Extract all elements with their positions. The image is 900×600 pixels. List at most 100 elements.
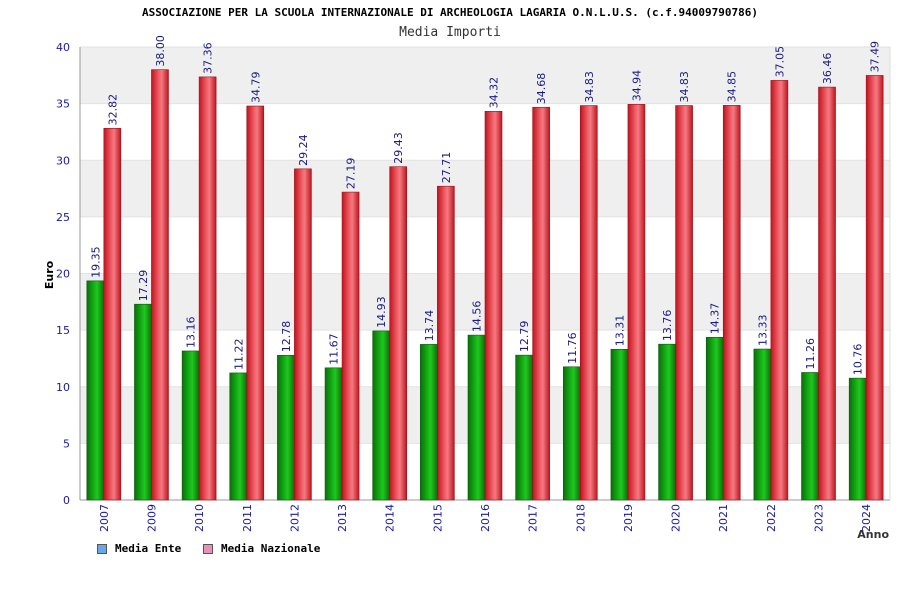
bar-media-ente: [324, 367, 343, 501]
bar-media-ente: [562, 366, 581, 501]
bar-media-ente: [277, 354, 295, 501]
x-tick-label: 2014: [384, 504, 397, 532]
y-tick-label: 0: [63, 494, 70, 507]
data-label: 32.82: [106, 94, 119, 126]
data-label: 34.83: [583, 71, 596, 103]
bar-media-ente: [658, 343, 676, 501]
data-label: 13.33: [756, 315, 769, 347]
bar-media-nazionale: [389, 166, 408, 501]
data-label: 29.43: [392, 132, 405, 164]
bar-media-ente: [86, 280, 105, 501]
bar-media-ente: [134, 303, 152, 501]
bar-media-nazionale: [198, 76, 217, 501]
data-label: 11.76: [566, 332, 579, 364]
bar-media-nazionale: [103, 128, 122, 501]
y-tick-label: 35: [56, 98, 70, 111]
legend-label-ente: Media Ente: [115, 542, 182, 555]
data-label: 13.76: [661, 310, 674, 342]
data-label: 34.79: [249, 72, 262, 104]
data-label: 17.29: [137, 270, 150, 302]
data-label: 34.68: [535, 73, 548, 105]
bar-media-nazionale: [532, 106, 550, 501]
x-tick-label: 2024: [860, 504, 873, 532]
x-tick-label: 2015: [431, 504, 444, 532]
data-label: 11.67: [328, 333, 341, 365]
bar-media-ente: [420, 344, 438, 501]
chart-subtitle: Media Importi: [399, 25, 501, 40]
x-tick-label: 2017: [527, 504, 540, 532]
x-tick-label: 2007: [98, 504, 111, 532]
bar-media-nazionale: [341, 191, 360, 501]
bar-media-ente: [705, 336, 724, 501]
data-label: 37.36: [202, 42, 215, 74]
data-label: 34.85: [726, 71, 739, 103]
x-tick-label: 2016: [479, 504, 492, 532]
legend-item-ente: Media Ente: [97, 542, 181, 555]
x-tick-label: 2023: [813, 504, 826, 532]
bar-media-nazionale: [627, 104, 646, 501]
bar-media-nazionale: [818, 86, 836, 501]
y-tick-label: 25: [56, 211, 70, 224]
y-tick-label: 5: [63, 437, 70, 450]
x-tick-label: 2012: [288, 504, 301, 532]
x-tick-label: 2020: [670, 504, 683, 532]
bar-media-nazionale: [246, 105, 265, 501]
data-label: 38.00: [154, 35, 167, 67]
data-label: 34.94: [630, 70, 643, 102]
data-label: 29.24: [297, 134, 310, 166]
x-tick-label: 2013: [336, 504, 349, 532]
y-axis-label: Euro: [43, 260, 56, 289]
bar-media-ente: [181, 350, 200, 501]
y-tick-label: 15: [56, 324, 70, 337]
bar-media-ente: [515, 354, 533, 501]
bar-media-ente: [848, 377, 867, 501]
data-label: 27.71: [440, 152, 453, 184]
data-labels: 19.35 32.82 17.29 38.00 13.16 37.36 11.22 34.79…: [89, 35, 881, 375]
y-tick-label: 40: [56, 41, 70, 54]
bar-media-ente: [801, 372, 819, 501]
data-label: 12.78: [280, 321, 293, 353]
bar-media-nazionale: [484, 111, 503, 501]
chart-title: ASSOCIAZIONE PER LA SCUOLA INTERNAZIONAL…: [142, 6, 758, 19]
data-label: 11.22: [232, 338, 245, 370]
bar-media-nazionale: [151, 69, 169, 501]
legend-item-nazionale: Media Nazionale: [203, 542, 320, 555]
bar-media-ente: [372, 330, 391, 501]
bar-media-nazionale: [770, 80, 789, 501]
bar-media-nazionale: [722, 105, 741, 501]
data-label: 27.19: [345, 158, 358, 190]
x-tick-label: 2018: [574, 504, 587, 532]
x-tick-label: 2021: [717, 504, 730, 532]
bar-media-nazionale: [579, 105, 598, 501]
x-tick-label: 2019: [622, 504, 635, 532]
data-label: 34.32: [488, 77, 501, 109]
data-label: 13.31: [613, 315, 626, 347]
y-tick-label: 10: [56, 381, 70, 394]
data-label: 14.37: [709, 303, 722, 335]
data-label: 37.49: [869, 41, 882, 73]
x-axis-label: Anno: [857, 528, 889, 541]
bars: [86, 69, 884, 501]
bar-media-ente: [610, 348, 629, 501]
data-label: 37.05: [773, 46, 786, 78]
data-label: 13.74: [423, 310, 436, 342]
x-tick-label: 2010: [193, 504, 206, 532]
bar-media-ente: [229, 372, 248, 501]
bar-media-ente: [467, 334, 486, 501]
data-label: 14.56: [471, 301, 484, 333]
bar-media-nazionale: [865, 75, 884, 501]
data-label: 10.76: [852, 344, 865, 376]
bar-media-ente: [753, 348, 772, 501]
bar-media-nazionale: [675, 105, 693, 501]
data-label: 12.79: [518, 321, 531, 353]
x-tick-label: 2011: [241, 504, 254, 532]
bar-media-nazionale: [294, 168, 312, 501]
legend-label-nazionale: Media Nazionale: [221, 542, 321, 555]
tick-labels: 0 5 10 15 20 25 30 35 40 2007 2009 2010 2011 2012 2013…: [56, 41, 873, 532]
x-tick-label: 2022: [765, 504, 778, 532]
x-tick-label: 2009: [145, 504, 158, 532]
y-tick-label: 20: [56, 268, 70, 281]
data-label: 19.35: [89, 246, 102, 278]
legend-swatch-ente: [97, 543, 107, 554]
